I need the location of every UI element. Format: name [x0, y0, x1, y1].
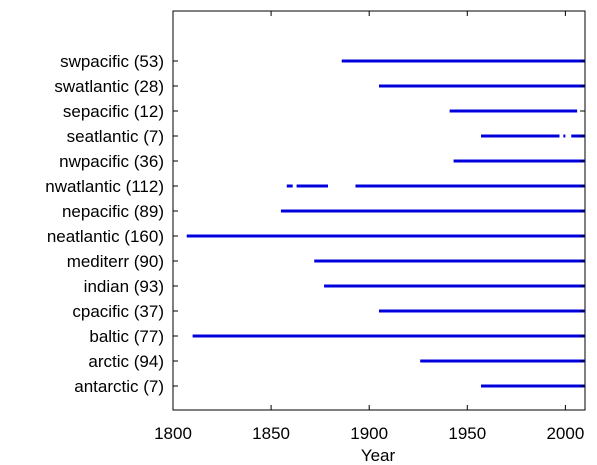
x-axis-ticks: 1800 1850 1900 1950 2000 — [154, 11, 584, 443]
x-tick-label: 2000 — [546, 424, 584, 443]
y-category-label: antarctic (7) — [74, 377, 164, 396]
y-category-label: arctic (94) — [88, 352, 164, 371]
y-category-label: nepacific (89) — [62, 202, 164, 221]
y-category-label: indian (93) — [84, 277, 164, 296]
y-category-labels: swpacific (53) swatlantic (28) sepacific (… — [45, 52, 585, 396]
x-tick-label: 1900 — [350, 424, 388, 443]
y-category-label: baltic (77) — [89, 327, 164, 346]
y-category-label: nwpacific (36) — [59, 152, 164, 171]
y-category-label: sepacific (12) — [63, 102, 164, 121]
y-category-label: nwatlantic (112) — [45, 177, 164, 196]
y-category-label: seatlantic (7) — [67, 127, 164, 146]
y-category-label: swatlantic (28) — [54, 77, 164, 96]
y-category-label: cpacific (37) — [72, 302, 164, 321]
series-lines — [186, 59, 585, 388]
x-axis-title: Year — [361, 446, 396, 465]
x-tick-label: 1850 — [252, 424, 290, 443]
x-tick-label: 1950 — [448, 424, 486, 443]
y-category-label: neatlantic (160) — [47, 227, 164, 246]
y-category-label: mediterr (90) — [67, 252, 164, 271]
x-tick-label: 1800 — [154, 424, 192, 443]
y-category-label: swpacific (53) — [60, 52, 164, 71]
